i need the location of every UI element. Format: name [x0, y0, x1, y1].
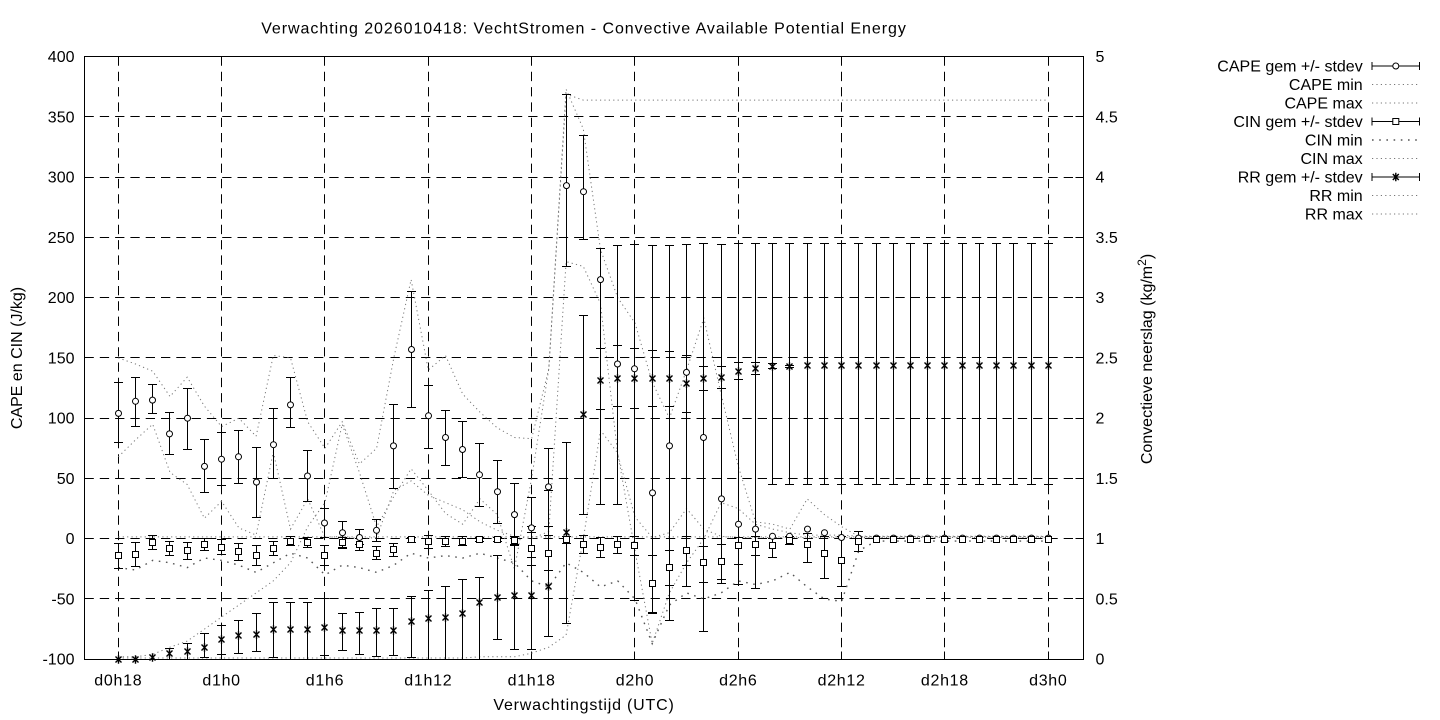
svg-text:d1h18: d1h18 — [508, 673, 556, 690]
svg-text:CIN min: CIN min — [1305, 133, 1363, 150]
svg-text:100: 100 — [48, 411, 75, 428]
svg-text:CIN gem +/- stdev: CIN gem +/- stdev — [1233, 114, 1362, 131]
svg-text:50: 50 — [57, 471, 75, 488]
svg-text:5: 5 — [1096, 49, 1105, 66]
svg-text:1: 1 — [1096, 531, 1105, 548]
svg-text:-50: -50 — [51, 592, 74, 609]
svg-text:150: 150 — [48, 350, 75, 367]
svg-text:CIN max: CIN max — [1300, 151, 1362, 168]
svg-text:0: 0 — [66, 531, 75, 548]
svg-text:CAPE en CIN (J/kg): CAPE en CIN (J/kg) — [9, 287, 26, 429]
svg-text:350: 350 — [48, 110, 75, 127]
svg-text:d3h0: d3h0 — [1029, 673, 1067, 690]
svg-text:300: 300 — [48, 170, 75, 187]
svg-text:CAPE min: CAPE min — [1289, 77, 1363, 94]
svg-text:CAPE gem +/- stdev: CAPE gem +/- stdev — [1217, 59, 1362, 76]
svg-text:2: 2 — [1096, 411, 1105, 428]
svg-text:RR max: RR max — [1305, 207, 1363, 224]
svg-text:4.5: 4.5 — [1096, 110, 1118, 127]
svg-text:2.5: 2.5 — [1096, 351, 1118, 368]
svg-text:3: 3 — [1096, 290, 1105, 307]
svg-text:0: 0 — [1096, 652, 1105, 669]
svg-text:4: 4 — [1096, 170, 1105, 187]
svg-text:200: 200 — [48, 290, 75, 307]
svg-text:Verwachtingstijd (UTC): Verwachtingstijd (UTC) — [493, 697, 674, 714]
svg-text:-100: -100 — [42, 652, 74, 669]
svg-text:d1h6: d1h6 — [306, 673, 344, 690]
svg-text:d2h12: d2h12 — [818, 673, 866, 690]
svg-text:RR min: RR min — [1309, 188, 1362, 205]
svg-text:d2h18: d2h18 — [921, 673, 969, 690]
svg-text:d2h0: d2h0 — [616, 673, 654, 690]
svg-text:RR gem +/- stdev: RR gem +/- stdev — [1238, 170, 1363, 187]
svg-text:1.5: 1.5 — [1096, 471, 1118, 488]
svg-text:d2h6: d2h6 — [719, 673, 757, 690]
svg-text:d1h0: d1h0 — [202, 673, 240, 690]
svg-text:400: 400 — [48, 49, 75, 66]
svg-text:3.5: 3.5 — [1096, 230, 1118, 247]
svg-text:CAPE max: CAPE max — [1284, 96, 1362, 113]
svg-text:Convectieve neerslag (kg/m2): Convectieve neerslag (kg/m2) — [1135, 254, 1156, 464]
svg-text:250: 250 — [48, 230, 75, 247]
svg-text:0.5: 0.5 — [1096, 592, 1118, 609]
svg-text:d1h12: d1h12 — [404, 673, 452, 690]
svg-text:Verwachting 2026010418: VechtS: Verwachting 2026010418: VechtStromen - C… — [261, 21, 907, 38]
svg-text:d0h18: d0h18 — [94, 673, 142, 690]
